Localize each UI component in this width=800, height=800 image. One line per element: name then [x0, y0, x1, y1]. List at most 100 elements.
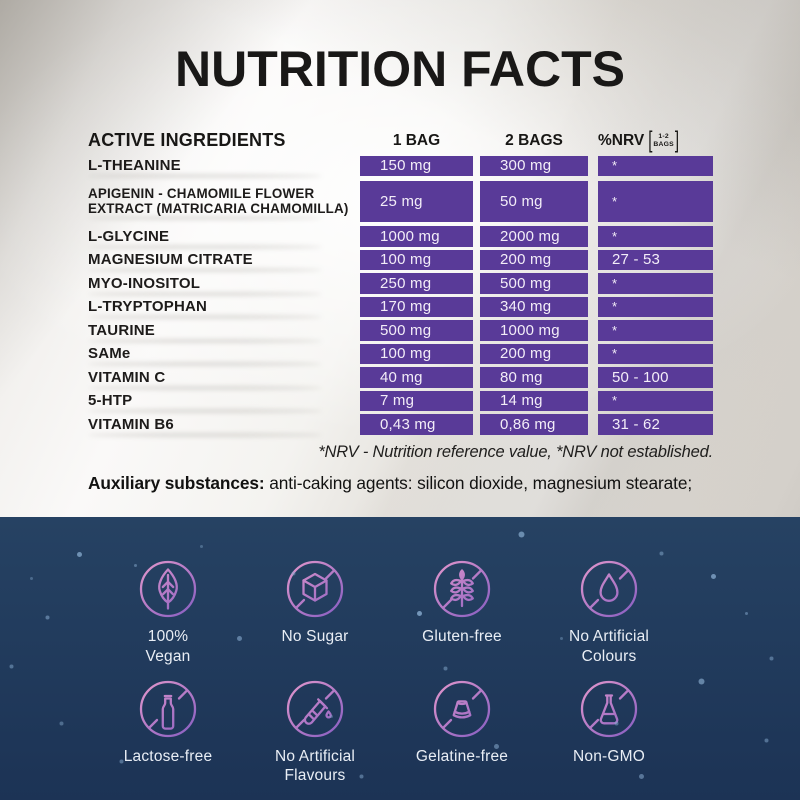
- badge-label: Gelatine-free: [415, 747, 509, 765]
- label-photo-section: NUTRITION FACTS ACTIVE INGREDIENTS 1 BAG…: [0, 0, 800, 517]
- value-2-bags: 14 mg: [480, 390, 588, 411]
- badge: Lactose-free: [95, 677, 242, 787]
- badge: No Artificial Flavours: [242, 677, 389, 787]
- badge: Non-GMO: [536, 677, 683, 787]
- ingredient-name: SAMe: [88, 345, 360, 362]
- value-2-bags: 80 mg: [480, 367, 588, 388]
- ingredient-name: MYO-INOSITOL: [88, 275, 360, 292]
- badge-label: Non-GMO: [572, 747, 646, 765]
- value-nrv: *: [598, 180, 713, 222]
- header-1-bag: 1 BAG: [392, 131, 441, 149]
- table-row: L-TRYPTOPHAN 170 mg 340 mg *: [88, 295, 713, 319]
- value-nrv: *: [598, 296, 713, 317]
- sugar-cube-icon: [283, 557, 347, 621]
- nrv-footnote: *NRV - Nutrition reference value, *NRV n…: [318, 443, 713, 461]
- value-nrv: *: [598, 390, 713, 411]
- ingredient-name: VITAMIN B6: [88, 416, 360, 433]
- wheat-icon: [430, 557, 494, 621]
- test-tube-icon: [283, 677, 347, 741]
- badge-label: Gluten-free: [422, 628, 502, 645]
- droplet-icon: [577, 557, 641, 621]
- nrv-bracket: [ 1-2 BAGS ]: [648, 127, 679, 153]
- value-1-bag: 7 mg: [360, 390, 473, 411]
- bracket-bottom-text: BAGS: [653, 140, 674, 148]
- badge: Gluten-free: [389, 557, 536, 667]
- value-1-bag: 500 mg: [360, 320, 473, 341]
- ingredient-name: APIGENIN - CHAMOMILE FLOWER EXTRACT (MAT…: [88, 186, 360, 217]
- value-2-bags: 340 mg: [480, 296, 588, 317]
- value-2-bags: 200 mg: [480, 343, 588, 364]
- badges-row-2: Lactose-free No Artificial Flavours Gela…: [0, 677, 800, 787]
- bracket-open: [: [648, 127, 653, 154]
- table-header-row: ACTIVE INGREDIENTS 1 BAG 2 BAGS %NRV [ 1…: [88, 127, 713, 154]
- header-nrv: %NRV [ 1-2 BAGS ]: [598, 127, 713, 153]
- value-1-bag: 100 mg: [360, 343, 473, 364]
- value-1-bag: 40 mg: [360, 367, 473, 388]
- value-nrv: *: [598, 320, 713, 341]
- value-1-bag: 100 mg: [360, 249, 473, 270]
- value-2-bags: 50 mg: [480, 180, 588, 222]
- table-row: VITAMIN C 40 mg 80 mg 50 - 100: [88, 366, 713, 390]
- badge: 100% Vegan: [95, 557, 242, 667]
- value-2-bags: 0,86 mg: [480, 414, 588, 435]
- flask-icon: [577, 677, 641, 741]
- star-dots: [0, 517, 3, 520]
- table-row: 5-HTP 7 mg 14 mg *: [88, 389, 713, 413]
- table-row: TAURINE 500 mg 1000 mg *: [88, 319, 713, 343]
- value-1-bag: 0,43 mg: [360, 414, 473, 435]
- value-nrv: *: [598, 343, 713, 364]
- value-1-bag: 250 mg: [360, 273, 473, 294]
- milk-bottle-icon: [136, 677, 200, 741]
- value-2-bags: 300 mg: [480, 155, 588, 176]
- value-1-bag: 1000 mg: [360, 226, 473, 247]
- ingredient-name: MAGNESIUM CITRATE: [88, 251, 360, 268]
- value-2-bags: 200 mg: [480, 249, 588, 270]
- value-2-bags: 500 mg: [480, 273, 588, 294]
- ingredient-name: L-TRYPTOPHAN: [88, 298, 360, 315]
- table-row: L-GLYCINE 1000 mg 2000 mg *: [88, 225, 713, 249]
- bracket-close: ]: [674, 127, 680, 154]
- nutrition-table: ACTIVE INGREDIENTS 1 BAG 2 BAGS %NRV [ 1…: [88, 127, 713, 436]
- leaf-icon: [136, 557, 200, 621]
- badge: Gelatine-free: [389, 677, 536, 787]
- nrv-label: %NRV: [598, 131, 645, 149]
- ingredient-name: VITAMIN C: [88, 369, 360, 386]
- badge-label: 100% Vegan: [145, 628, 191, 665]
- badge: No Sugar: [242, 557, 389, 667]
- value-nrv: *: [598, 273, 713, 294]
- table-body: L-THEANINE 150 mg 300 mg * APIGENIN - CH…: [88, 154, 713, 436]
- value-2-bags: 1000 mg: [480, 320, 588, 341]
- badge-label: No Artificial Flavours: [274, 747, 356, 785]
- value-nrv: 31 - 62: [598, 414, 713, 435]
- header-2-bags: 2 BAGS: [505, 131, 563, 149]
- auxiliary-text: anti-caking agents: silicon dioxide, mag…: [264, 473, 693, 493]
- page-title: NUTRITION FACTS: [175, 41, 625, 97]
- header-active-ingredients: ACTIVE INGREDIENTS: [88, 130, 286, 150]
- bracket-top-text: 1-2: [658, 132, 669, 140]
- badge-label: No Sugar: [281, 628, 349, 645]
- table-row: VITAMIN B6 0,43 mg 0,86 mg 31 - 62: [88, 413, 713, 437]
- badge: No Artificial Colours: [536, 557, 683, 667]
- value-2-bags: 2000 mg: [480, 226, 588, 247]
- ingredient-name: L-GLYCINE: [88, 228, 360, 245]
- value-nrv: 50 - 100: [598, 367, 713, 388]
- value-nrv: 27 - 53: [598, 249, 713, 270]
- ingredient-name: 5-HTP: [88, 392, 360, 409]
- ingredient-name: TAURINE: [88, 322, 360, 339]
- badge-label: No Artificial Colours: [568, 628, 650, 665]
- nrv-bracket-stack: 1-2 BAGS: [653, 133, 673, 149]
- value-1-bag: 25 mg: [360, 180, 473, 222]
- table-row: MYO-INOSITOL 250 mg 500 mg *: [88, 272, 713, 296]
- badge-label: Lactose-free: [123, 747, 213, 765]
- table-row: SAMe 100 mg 200 mg *: [88, 342, 713, 366]
- value-nrv: *: [598, 226, 713, 247]
- table-row: MAGNESIUM CITRATE 100 mg 200 mg 27 - 53: [88, 248, 713, 272]
- value-1-bag: 170 mg: [360, 296, 473, 317]
- table-row: L-THEANINE 150 mg 300 mg *: [88, 154, 713, 178]
- gelatine-icon: [430, 677, 494, 741]
- value-nrv: *: [598, 155, 713, 176]
- table-row: APIGENIN - CHAMOMILE FLOWER EXTRACT (MAT…: [88, 178, 713, 225]
- badges-row-1: 100% Vegan No Sugar Gluten-free No Artif…: [0, 557, 800, 667]
- value-1-bag: 150 mg: [360, 155, 473, 176]
